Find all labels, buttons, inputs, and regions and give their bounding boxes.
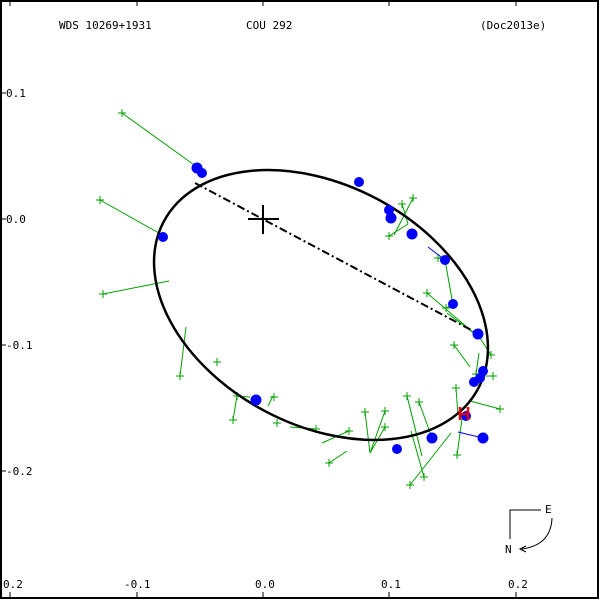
primary-star-icon: [248, 205, 279, 234]
bottom-ticks: [9, 592, 517, 598]
reference-label: (Doc2013e): [480, 19, 546, 32]
wds-id-label: WDS 10269+1931: [59, 19, 152, 32]
x-tick-label: 0.0: [255, 578, 275, 591]
top-ticks: [9, 1, 517, 6]
y-tick-label: 0.0: [6, 213, 26, 226]
x-tick-label: -0.1: [124, 578, 151, 591]
x-tick-label: 0.2: [508, 578, 528, 591]
speckle-h-marker: [458, 407, 470, 420]
compass-east-label: E: [545, 503, 552, 516]
y-tick-label: 0.1: [6, 87, 26, 100]
y-tick-label: -0.1: [6, 339, 33, 352]
orbit-ellipse: [152, 168, 490, 442]
orientation-compass: [509, 509, 553, 553]
left-ticks: [1, 92, 6, 472]
discoverer-label: COU 292: [246, 19, 292, 32]
compass-north-label: N: [505, 543, 512, 556]
line-of-nodes: [194, 182, 476, 333]
y-tick-label: -0.2: [6, 465, 33, 478]
x-tick-label: 0.1: [381, 578, 401, 591]
x-tick-label: 0.2: [3, 578, 23, 591]
